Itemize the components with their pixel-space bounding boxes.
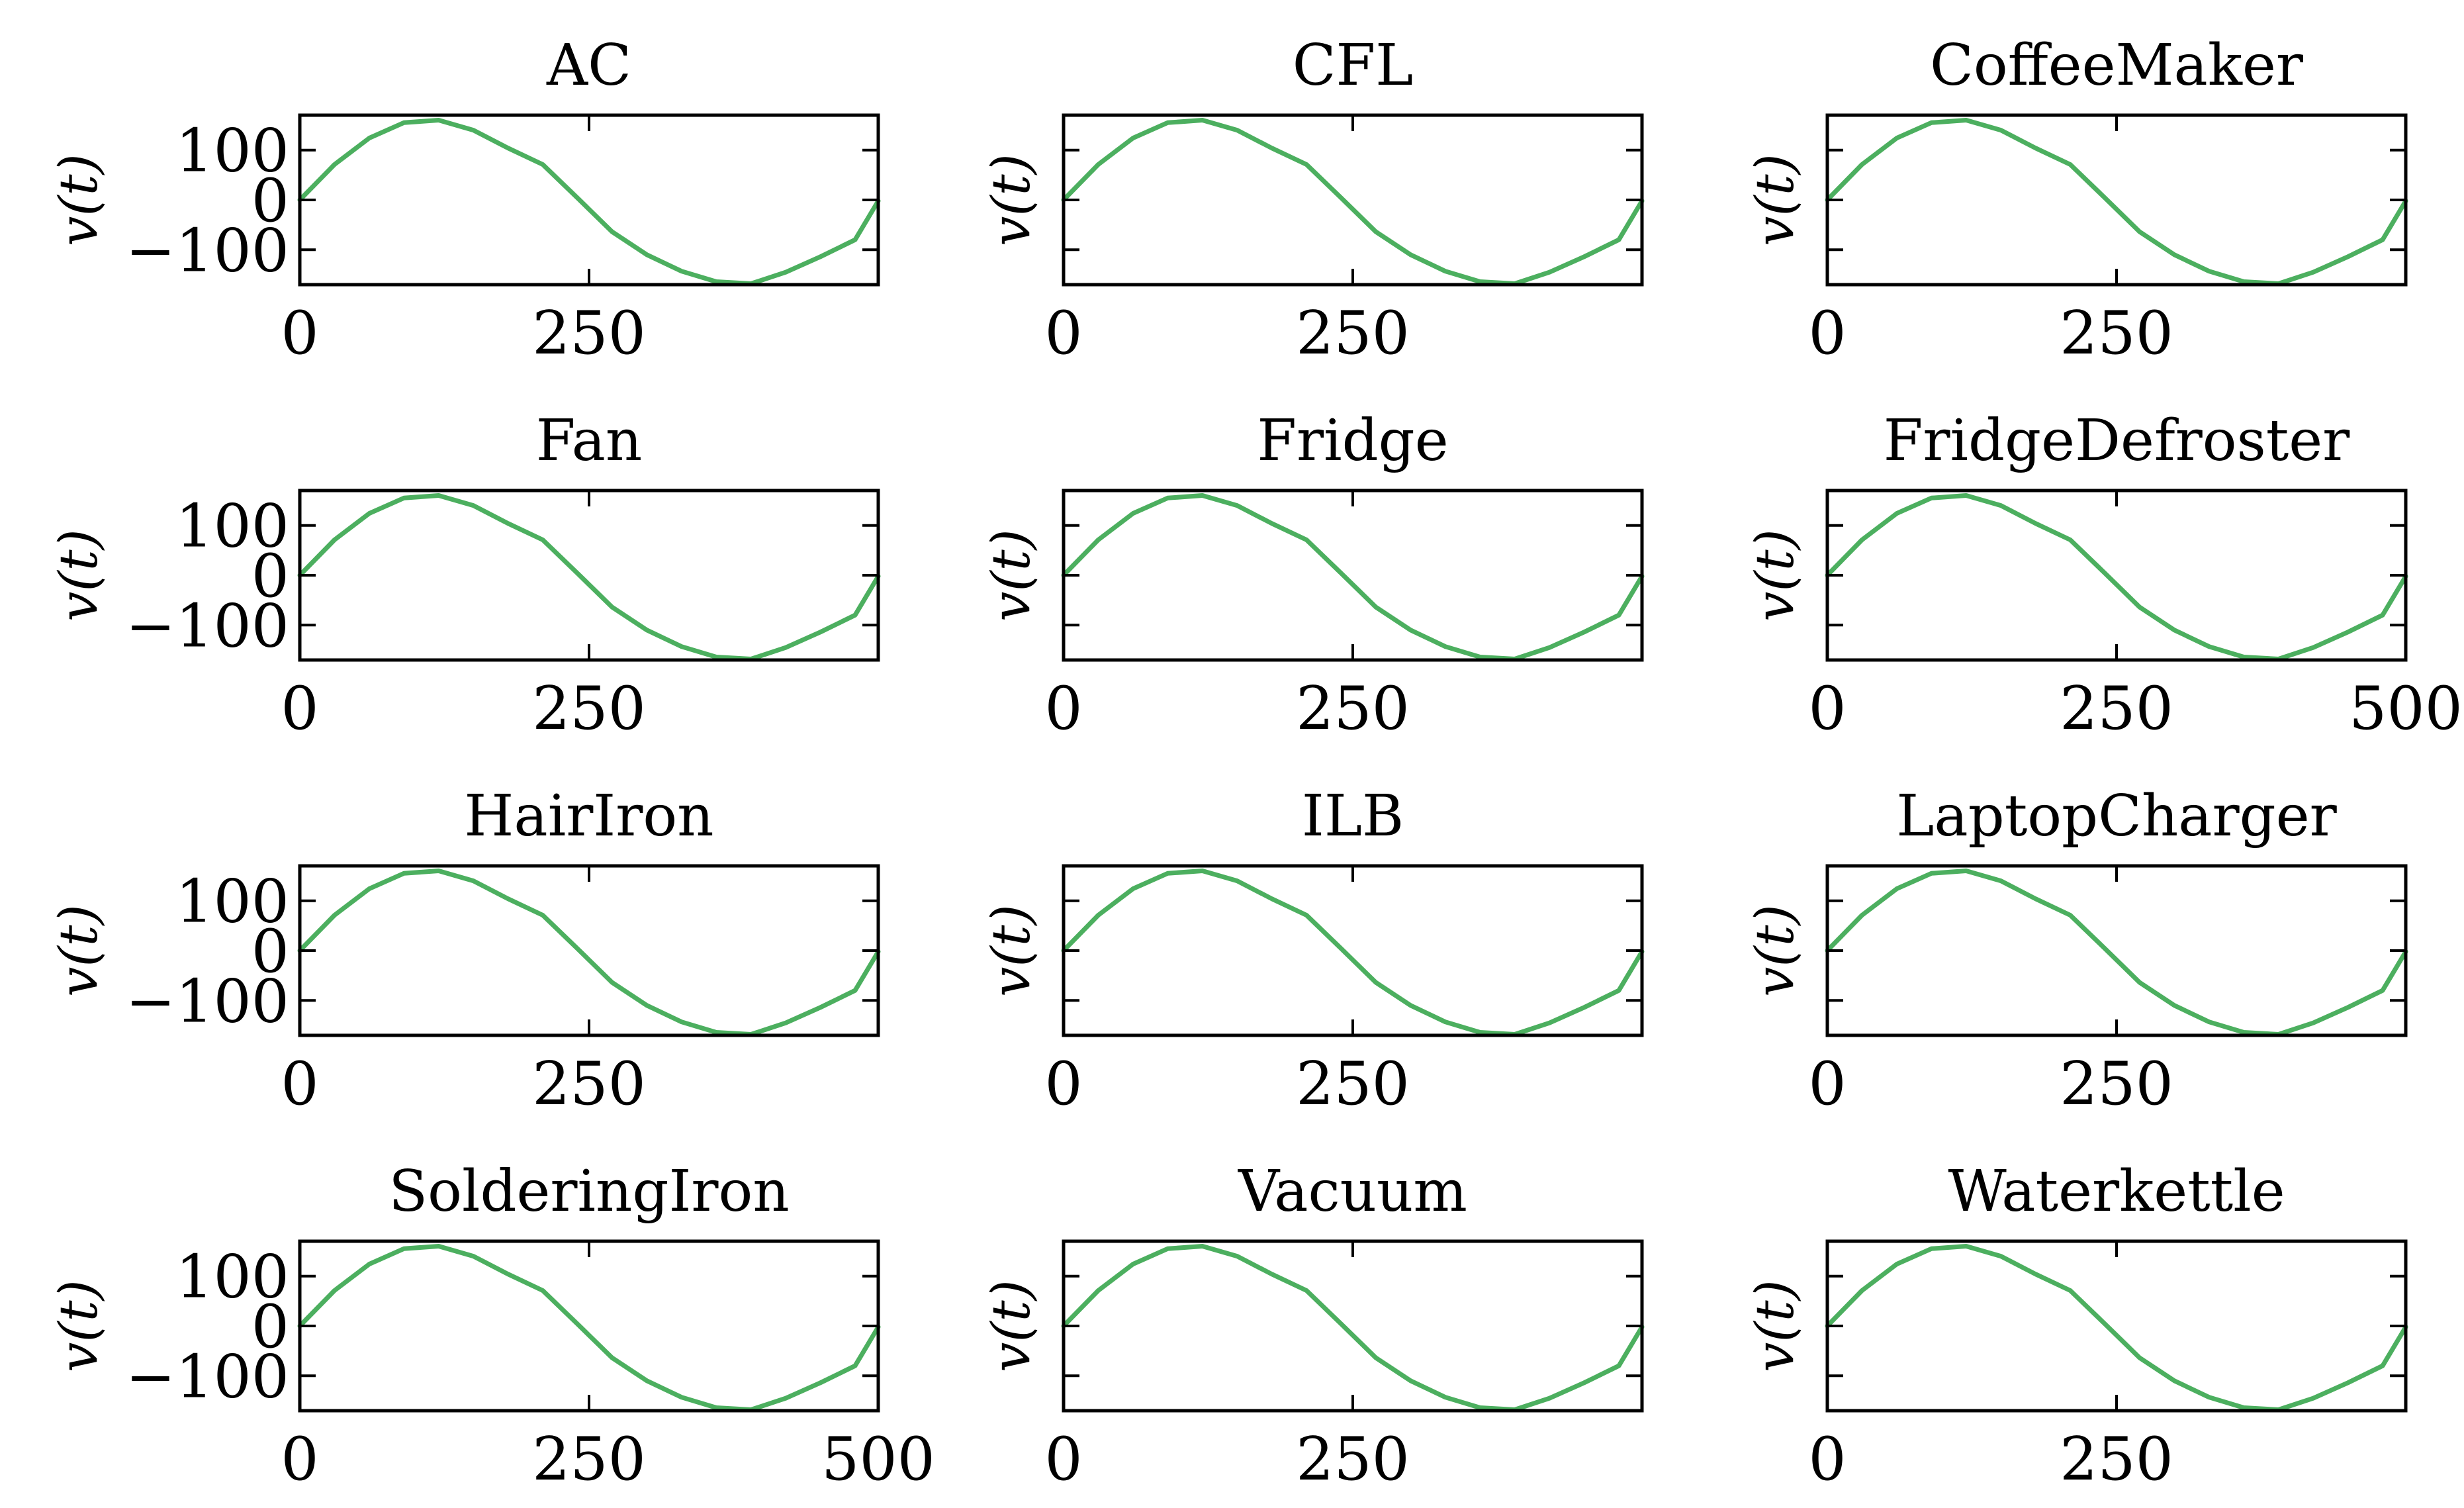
subplot-title: LaptopCharger xyxy=(1896,783,2337,849)
axes-frame xyxy=(1825,864,2408,1037)
y-axis-label: v(t) xyxy=(980,1280,1042,1372)
subplot-title: Fan xyxy=(536,408,643,474)
y-axis-label: v(t) xyxy=(1744,154,1805,246)
x-tick-label: 250 xyxy=(1296,1425,1410,1494)
subplot-coffeemaker: CoffeeMaker v(t)0 250 xyxy=(1744,32,2408,368)
series-line xyxy=(297,493,881,661)
axes-frame xyxy=(1062,1239,1644,1413)
y-tick-label: −100 xyxy=(126,1342,289,1411)
y-axis-label: v(t) xyxy=(980,529,1042,622)
y-tick-label: −100 xyxy=(126,216,289,285)
subplot-waterkettle: Waterkettle v(t)0 250 xyxy=(1744,1158,2408,1494)
subplot-ilb: ILB v(t)0 250 xyxy=(980,783,1645,1119)
x-tick-label: 250 xyxy=(1296,674,1410,743)
series-line xyxy=(1825,493,2408,661)
x-tick-label: 250 xyxy=(532,1425,646,1494)
axes-frame xyxy=(298,1239,880,1413)
x-tick-label: 0 xyxy=(1808,299,1846,368)
x-tick-label: 500 xyxy=(821,1425,935,1494)
y-tick-label: 0 xyxy=(251,542,289,611)
x-tick-label: 250 xyxy=(532,1049,646,1119)
series-line xyxy=(1061,1244,1645,1412)
axes-frame xyxy=(298,489,880,662)
subplot-title: SolderingIron xyxy=(388,1158,789,1225)
series-line xyxy=(297,118,881,286)
y-tick-label: 100 xyxy=(175,867,289,937)
y-axis-label: v(t) xyxy=(1744,1280,1805,1372)
series-line xyxy=(1825,869,2408,1037)
axes-frame xyxy=(1825,113,2408,287)
x-tick-label: 250 xyxy=(1296,299,1410,368)
x-tick-label: 250 xyxy=(532,299,646,368)
y-tick-label: 100 xyxy=(175,117,289,186)
axes-frame xyxy=(1825,489,2408,662)
y-axis-label: v(t) xyxy=(980,904,1042,997)
axes-frame xyxy=(1062,489,1644,662)
x-tick-label: 250 xyxy=(2060,1425,2173,1494)
subplot-title: Vacuum xyxy=(1238,1158,1467,1225)
x-tick-label: 0 xyxy=(1808,1425,1846,1494)
y-tick-label: −100 xyxy=(126,966,289,1036)
axes-frame xyxy=(298,113,880,287)
y-tick-label: 0 xyxy=(251,1292,289,1362)
series-line xyxy=(1825,118,2408,286)
subplot-title: Waterkettle xyxy=(1948,1158,2285,1225)
series-line xyxy=(1061,118,1645,286)
subplot-title: CFL xyxy=(1293,32,1414,99)
x-tick-label: 0 xyxy=(281,1049,318,1119)
y-axis-label: v(t) xyxy=(48,1280,109,1372)
y-tick-label: 100 xyxy=(175,1243,289,1312)
axes-frame xyxy=(1062,113,1644,287)
axes-frame xyxy=(298,864,880,1037)
y-tick-label: 100 xyxy=(175,492,289,561)
subplot-title: HairIron xyxy=(464,783,713,849)
axes-frame xyxy=(1825,1239,2408,1413)
y-axis-label: v(t) xyxy=(1744,904,1805,997)
series-line xyxy=(1061,869,1645,1037)
x-tick-label: 250 xyxy=(2060,1049,2173,1119)
series-line xyxy=(1061,493,1645,661)
x-tick-label: 0 xyxy=(281,299,318,368)
x-tick-label: 0 xyxy=(1808,1049,1846,1119)
y-axis-label: v(t) xyxy=(1744,529,1805,622)
x-tick-label: 0 xyxy=(1044,1049,1082,1119)
axes-frame xyxy=(1062,864,1644,1037)
series-line xyxy=(297,1244,881,1412)
subplot-title: Fridge xyxy=(1257,408,1448,474)
x-tick-label: 250 xyxy=(2060,674,2173,743)
x-tick-label: 0 xyxy=(1808,674,1846,743)
y-tick-label: 0 xyxy=(251,166,289,236)
x-tick-label: 250 xyxy=(1296,1049,1410,1119)
series-line xyxy=(1825,1244,2408,1412)
x-tick-label: 250 xyxy=(2060,299,2173,368)
subplot-fridgedefroster: FridgeDefroster v(t)0 250 500 xyxy=(1744,408,2463,743)
subplot-title: FridgeDefroster xyxy=(1884,408,2350,474)
subplot-cfl: CFL v(t)0 250 xyxy=(980,32,1645,368)
y-axis-label: v(t) xyxy=(48,904,109,997)
x-tick-label: 500 xyxy=(2349,674,2463,743)
x-tick-label: 0 xyxy=(1044,299,1082,368)
y-tick-label: −100 xyxy=(126,591,289,661)
x-tick-label: 0 xyxy=(281,1425,318,1494)
subplot-fridge: Fridge v(t)0 250 xyxy=(980,408,1645,743)
y-axis-label: v(t) xyxy=(48,529,109,622)
subplot-laptopcharger: LaptopCharger v(t)0 250 xyxy=(1744,783,2408,1119)
y-axis-label: v(t) xyxy=(48,154,109,246)
series-line xyxy=(297,869,881,1037)
subplot-title: ILB xyxy=(1302,783,1404,849)
subplot-title: CoffeeMaker xyxy=(1930,32,2304,99)
subplot-vacuum: Vacuum v(t)0 250 xyxy=(980,1158,1645,1494)
x-tick-label: 0 xyxy=(1044,674,1082,743)
x-tick-label: 0 xyxy=(1044,1425,1082,1494)
y-tick-label: 0 xyxy=(251,917,289,986)
y-axis-label: v(t) xyxy=(980,154,1042,246)
subplot-title: AC xyxy=(546,32,631,99)
x-tick-label: 250 xyxy=(532,674,646,743)
x-tick-label: 0 xyxy=(281,674,318,743)
